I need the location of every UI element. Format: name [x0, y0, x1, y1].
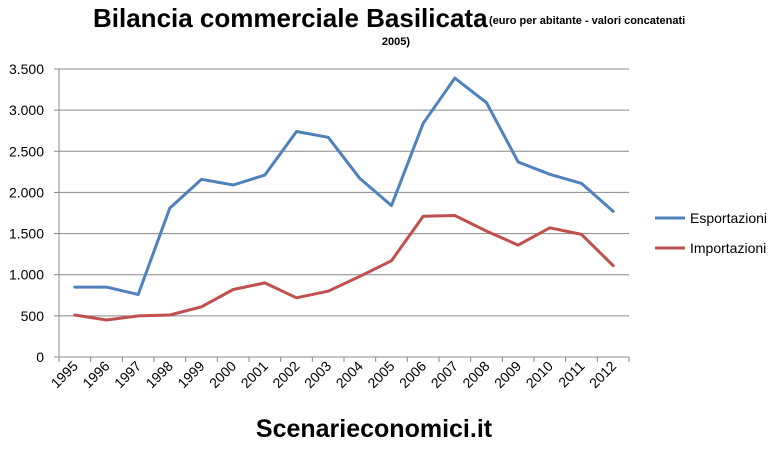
x-tick-label: 1999: [174, 358, 207, 391]
x-tick-label: 2006: [396, 358, 429, 391]
x-tick-label: 2007: [428, 358, 461, 391]
x-tick-label: 1995: [48, 358, 81, 391]
legend: Esportazioni Importazioni: [655, 210, 767, 256]
y-tick-label: 2.500: [9, 143, 44, 159]
x-tick-label: 2010: [523, 358, 556, 391]
y-tick-label: 0: [36, 349, 44, 365]
y-tick-label: 2.000: [9, 184, 44, 200]
y-tick-label: 3.500: [9, 61, 44, 77]
x-tick-label: 1998: [143, 358, 176, 391]
chart-title: Bilancia commerciale Basilicata: [93, 3, 488, 33]
x-tick-label: 2001: [238, 358, 271, 391]
x-tick-label: 2012: [586, 358, 619, 391]
series-lines: [73, 76, 615, 322]
legend-label-importazioni: Importazioni: [690, 240, 766, 256]
series-line-esportazioni: [73, 76, 615, 296]
gridlines: [59, 68, 629, 358]
y-tick-label: 1.000: [9, 267, 44, 283]
x-tick-label: 2003: [301, 358, 334, 391]
x-tick-label: 1997: [111, 358, 144, 391]
x-tick-label: 1996: [79, 358, 112, 391]
y-tick-label: 500: [21, 308, 45, 324]
y-tick-label: 3.000: [9, 102, 44, 118]
x-tick-label: 2011: [555, 358, 588, 391]
chart-subtitle-line2: 2005): [382, 36, 410, 48]
watermark-text: Scenarieconomici.it: [256, 415, 493, 443]
x-tick-label: 2008: [459, 358, 492, 391]
x-tick-label: 2000: [206, 358, 239, 391]
x-tick-label: 2002: [269, 358, 302, 391]
x-tick-label: 2005: [364, 358, 397, 391]
x-tick-label: 2004: [333, 358, 366, 391]
chart-subtitle-line1: (euro per abitante - valori concatenati: [489, 15, 685, 27]
series-line-importazioni: [73, 214, 615, 322]
x-tick-label: 2009: [491, 358, 524, 391]
y-tick-label: 1.500: [9, 226, 44, 242]
legend-label-esportazioni: Esportazioni: [690, 210, 767, 226]
